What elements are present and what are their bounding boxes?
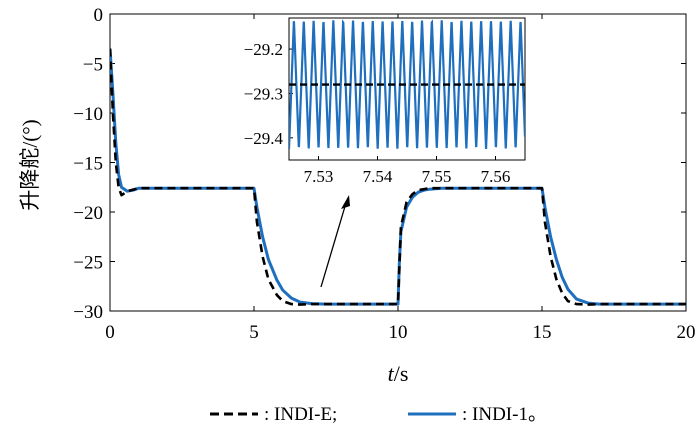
zoom-arrow-head bbox=[341, 195, 350, 209]
legend-label-indi-1: : INDI-1。 bbox=[462, 404, 547, 425]
x-axis-variable: t bbox=[388, 361, 395, 386]
x-tick-label: 5 bbox=[249, 322, 259, 343]
inset-x-tick-label: 7.56 bbox=[481, 167, 511, 186]
x-tick-label: 10 bbox=[389, 322, 408, 343]
y-tick-label: −30 bbox=[73, 302, 103, 323]
inset-series-line-indi-1 bbox=[289, 19, 525, 149]
series-line-indi-e bbox=[110, 48, 686, 306]
zoom-arrow-line bbox=[320, 202, 347, 288]
y-tick-label: −20 bbox=[73, 203, 103, 224]
legend-label-indi-e: : INDI-E; bbox=[264, 404, 337, 425]
legend: : INDI-E; : INDI-1。 bbox=[210, 404, 547, 425]
x-tick-label: 15 bbox=[533, 322, 552, 343]
main-series bbox=[110, 48, 686, 306]
y-tick-label: −15 bbox=[73, 154, 103, 175]
x-tick-label: 20 bbox=[677, 322, 696, 343]
x-tick-label: 0 bbox=[105, 322, 115, 343]
inset-plot: 7.53 7.54 7.55 7.56 −29.2 −29.3 −29.4 bbox=[244, 17, 526, 186]
y-tick-label: −10 bbox=[73, 104, 103, 125]
x-axis-unit: /s bbox=[394, 361, 409, 386]
y-tick-label: 0 bbox=[94, 5, 104, 26]
inset-y-tick-label: −29.4 bbox=[244, 129, 284, 148]
inset-series bbox=[289, 19, 525, 149]
main-ticks: 0 5 10 15 20 0 −5 −10 −15 −20 −25 −30 bbox=[73, 5, 695, 343]
inset-y-tick-label: −29.3 bbox=[244, 84, 283, 103]
inset-y-tick-label: −29.2 bbox=[244, 40, 283, 59]
y-tick-label: −5 bbox=[83, 55, 103, 76]
inset-x-tick-label: 7.53 bbox=[304, 167, 334, 186]
y-tick-label: −25 bbox=[73, 253, 103, 274]
x-axis-label: t/s bbox=[388, 361, 409, 386]
inset-x-tick-label: 7.54 bbox=[363, 167, 393, 186]
inset-ticks: 7.53 7.54 7.55 7.56 −29.2 −29.3 −29.4 bbox=[244, 40, 511, 186]
y-axis-label: 升降舵/(°) bbox=[18, 119, 42, 210]
inset-x-tick-label: 7.55 bbox=[422, 167, 452, 186]
